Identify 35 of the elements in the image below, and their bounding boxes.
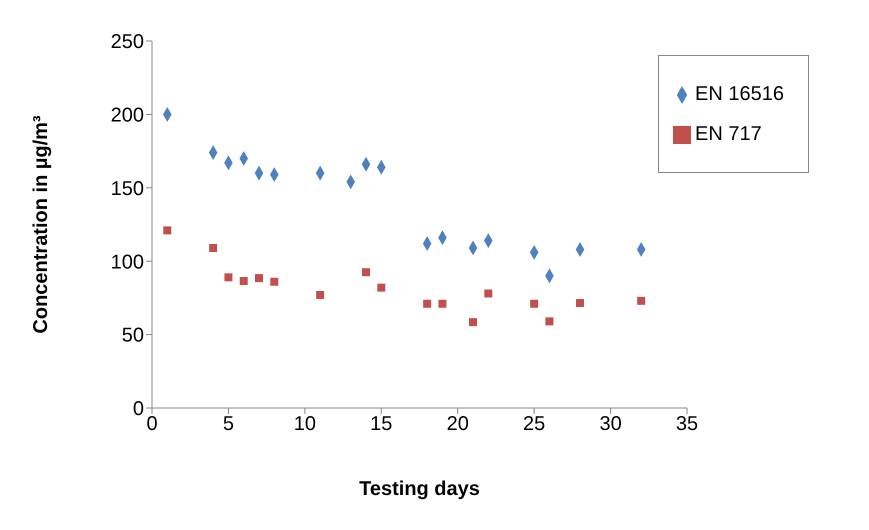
legend-label: EN 717 xyxy=(695,123,762,145)
point xyxy=(484,289,492,298)
y-tick-label: 50 xyxy=(122,324,144,347)
x-tick-label: 10 xyxy=(294,413,316,436)
y-tick-label: 0 xyxy=(132,398,144,420)
point xyxy=(530,300,538,308)
point xyxy=(270,278,278,286)
point xyxy=(423,300,432,308)
x-tick-label: 15 xyxy=(370,413,392,436)
point xyxy=(469,318,478,326)
point xyxy=(438,300,446,308)
y-tick-label: 250 xyxy=(110,31,144,54)
x-axis-title: Testing days xyxy=(359,478,480,500)
point xyxy=(637,296,646,305)
x-tick-label: 25 xyxy=(523,413,546,436)
point xyxy=(240,277,248,286)
y-tick-label: 200 xyxy=(110,104,144,126)
y-tick-label: 100 xyxy=(110,251,144,274)
x-tick-label: 30 xyxy=(599,413,622,436)
x-tick-label: 0 xyxy=(146,413,158,436)
point xyxy=(576,299,584,308)
x-tick-label: 5 xyxy=(222,413,234,436)
x-tick-label: 20 xyxy=(446,413,469,436)
point xyxy=(545,317,554,326)
point xyxy=(377,284,386,292)
point xyxy=(209,244,218,252)
point xyxy=(255,274,264,282)
point xyxy=(362,268,370,276)
point xyxy=(224,273,232,282)
x-tick-label: 35 xyxy=(676,413,698,436)
point xyxy=(316,290,324,299)
point xyxy=(163,226,172,234)
legend-label: EN 16516 xyxy=(695,83,784,105)
y-tick-label: 150 xyxy=(110,178,144,200)
y-axis-title: Concentration in µg/m³ xyxy=(30,115,52,334)
